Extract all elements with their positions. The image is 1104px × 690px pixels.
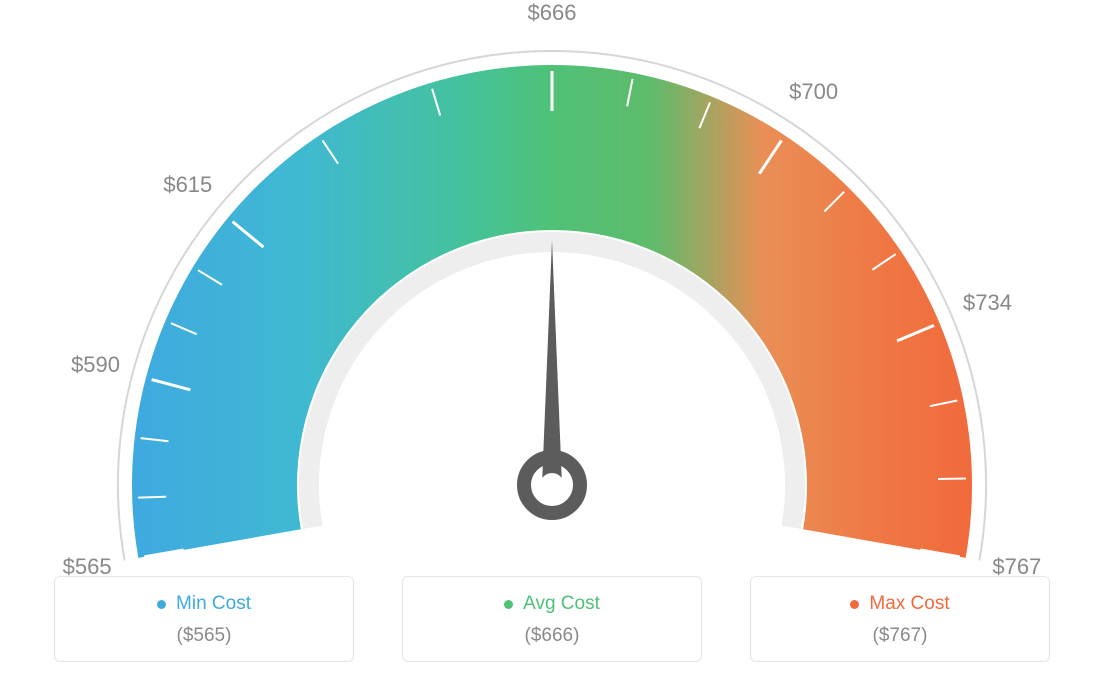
- gauge-tick-label: $700: [789, 79, 838, 105]
- gauge-tick-label: $666: [528, 0, 577, 26]
- gauge-tick-label: $734: [963, 290, 1012, 316]
- gauge-tick-label: $590: [71, 352, 120, 378]
- legend-dot-max: [850, 600, 859, 609]
- legend-value-avg: ($666): [403, 625, 701, 647]
- legend-card-max: Max Cost ($767): [750, 576, 1050, 662]
- gauge-chart: $565$590$615$666$700$734$767: [0, 0, 1104, 560]
- gauge-tick-label: $615: [163, 172, 212, 198]
- legend-dot-min: [157, 600, 166, 609]
- legend-value-max: ($767): [751, 625, 1049, 647]
- legend-card-avg: Avg Cost ($666): [402, 576, 702, 662]
- legend-label-min: Min Cost: [176, 593, 251, 615]
- legend-card-min: Min Cost ($565): [54, 576, 354, 662]
- legend-label-avg: Avg Cost: [523, 593, 600, 615]
- legend-row: Min Cost ($565) Avg Cost ($666) Max Cost…: [0, 576, 1104, 662]
- gauge-svg: [0, 10, 1104, 570]
- legend-dot-avg: [504, 600, 513, 609]
- legend-label-max: Max Cost: [869, 593, 949, 615]
- legend-value-min: ($565): [55, 625, 353, 647]
